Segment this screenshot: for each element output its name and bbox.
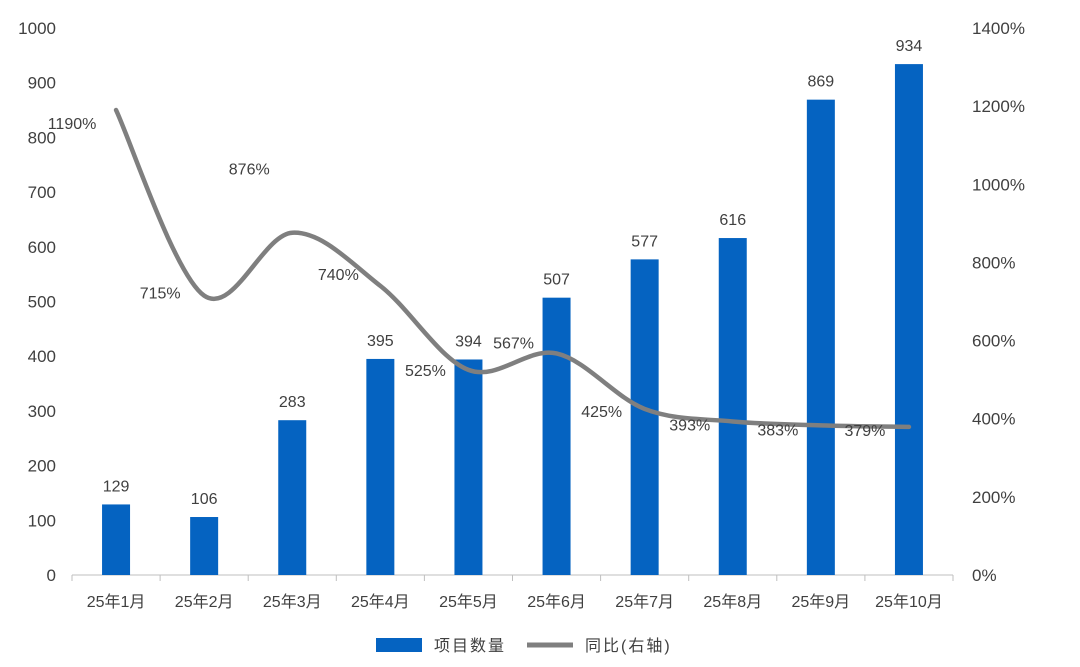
x-tick-label: 25年2月 (175, 593, 234, 611)
right-tick-label: 600% (972, 332, 1015, 351)
left-tick-label: 600 (28, 238, 56, 257)
bar-data-label: 507 (543, 272, 570, 289)
line-data-label: 393% (669, 417, 710, 434)
right-tick-label: 1200% (972, 97, 1025, 116)
bar (894, 64, 923, 576)
right-tick-label: 800% (972, 253, 1015, 272)
left-tick-label: 100 (28, 511, 56, 530)
line-data-label: 740% (318, 267, 359, 284)
left-tick-label: 900 (28, 74, 56, 93)
bar (278, 420, 307, 575)
x-tick-label: 25年7月 (615, 593, 674, 611)
right-tick-label: 400% (972, 410, 1015, 429)
x-tick-label: 25年9月 (791, 593, 850, 611)
bar (630, 259, 659, 575)
bar (454, 359, 483, 575)
x-tick-label: 25年4月 (351, 593, 410, 611)
left-tick-label: 400 (28, 347, 56, 366)
line-data-label: 567% (493, 335, 534, 352)
legend-label-bar: 项目数量 (434, 637, 506, 655)
bar-data-label: 394 (455, 333, 482, 350)
left-tick-label: 800 (28, 128, 56, 147)
x-tick-label: 25年3月 (263, 593, 322, 611)
line-data-label: 383% (757, 422, 798, 439)
x-tick-label: 25年8月 (703, 593, 762, 611)
yoy-line (113, 107, 912, 430)
legend: 项目数量 同比(右轴) (376, 637, 672, 655)
right-tick-label: 0% (972, 566, 997, 585)
bar (542, 297, 571, 575)
bar-data-label: 616 (719, 212, 746, 229)
x-tick-label: 25年6月 (527, 593, 586, 611)
bar-data-label: 395 (367, 333, 394, 350)
legend-label-line: 同比(右轴) (585, 637, 672, 655)
bar-data-label: 106 (191, 491, 218, 508)
bar-data-label: 577 (631, 233, 658, 250)
x-tick-label: 25年1月 (87, 593, 146, 611)
left-tick-label: 500 (28, 293, 56, 312)
line-data-label: 1190% (48, 116, 97, 133)
bar-data-label: 934 (896, 38, 923, 55)
left-tick-label: 700 (28, 183, 56, 202)
bar-data-label: 283 (279, 394, 306, 411)
left-tick-label: 300 (28, 402, 56, 421)
bar-data-label: 869 (807, 74, 834, 91)
bar (806, 99, 835, 576)
left-tick-label: 200 (28, 457, 56, 476)
bar-data-label: 129 (103, 478, 130, 495)
bar (190, 517, 219, 575)
right-axis: 0% 200% 400% 600% 800% 1000% 1200% 1400% (972, 19, 1025, 585)
x-tick-label: 25年10月 (875, 593, 943, 611)
line-data-label: 715% (140, 286, 181, 303)
line-data-labels: 1190% 715% 876% 740% 525% 567% 425% 393% 383% 379… (48, 116, 886, 440)
line-data-label: 425% (581, 404, 622, 421)
right-tick-label: 1400% (972, 19, 1025, 38)
line-data-label: 525% (405, 363, 446, 380)
bar (366, 358, 395, 575)
bar-data-labels: 129 106 283 395 394 507 577 616 869 934 (103, 38, 923, 508)
line-data-label: 379% (844, 423, 885, 440)
bar-series (102, 64, 923, 576)
bar (102, 504, 131, 575)
bar (718, 238, 747, 575)
left-axis: 0 100 200 300 400 500 600 700 800 900 1000 (18, 19, 56, 585)
x-tick-label: 25年5月 (439, 593, 498, 611)
x-axis: 25年1月 25年2月 25年3月 25年4月 25年5月 25年6月 25年7月 25年8月… (71, 575, 954, 611)
legend-swatch-bar (376, 638, 422, 652)
right-tick-label: 1000% (972, 175, 1025, 194)
right-tick-label: 200% (972, 488, 1015, 507)
left-tick-label: 0 (47, 566, 56, 585)
left-tick-label: 1000 (18, 19, 56, 38)
line-data-label: 876% (229, 162, 270, 179)
